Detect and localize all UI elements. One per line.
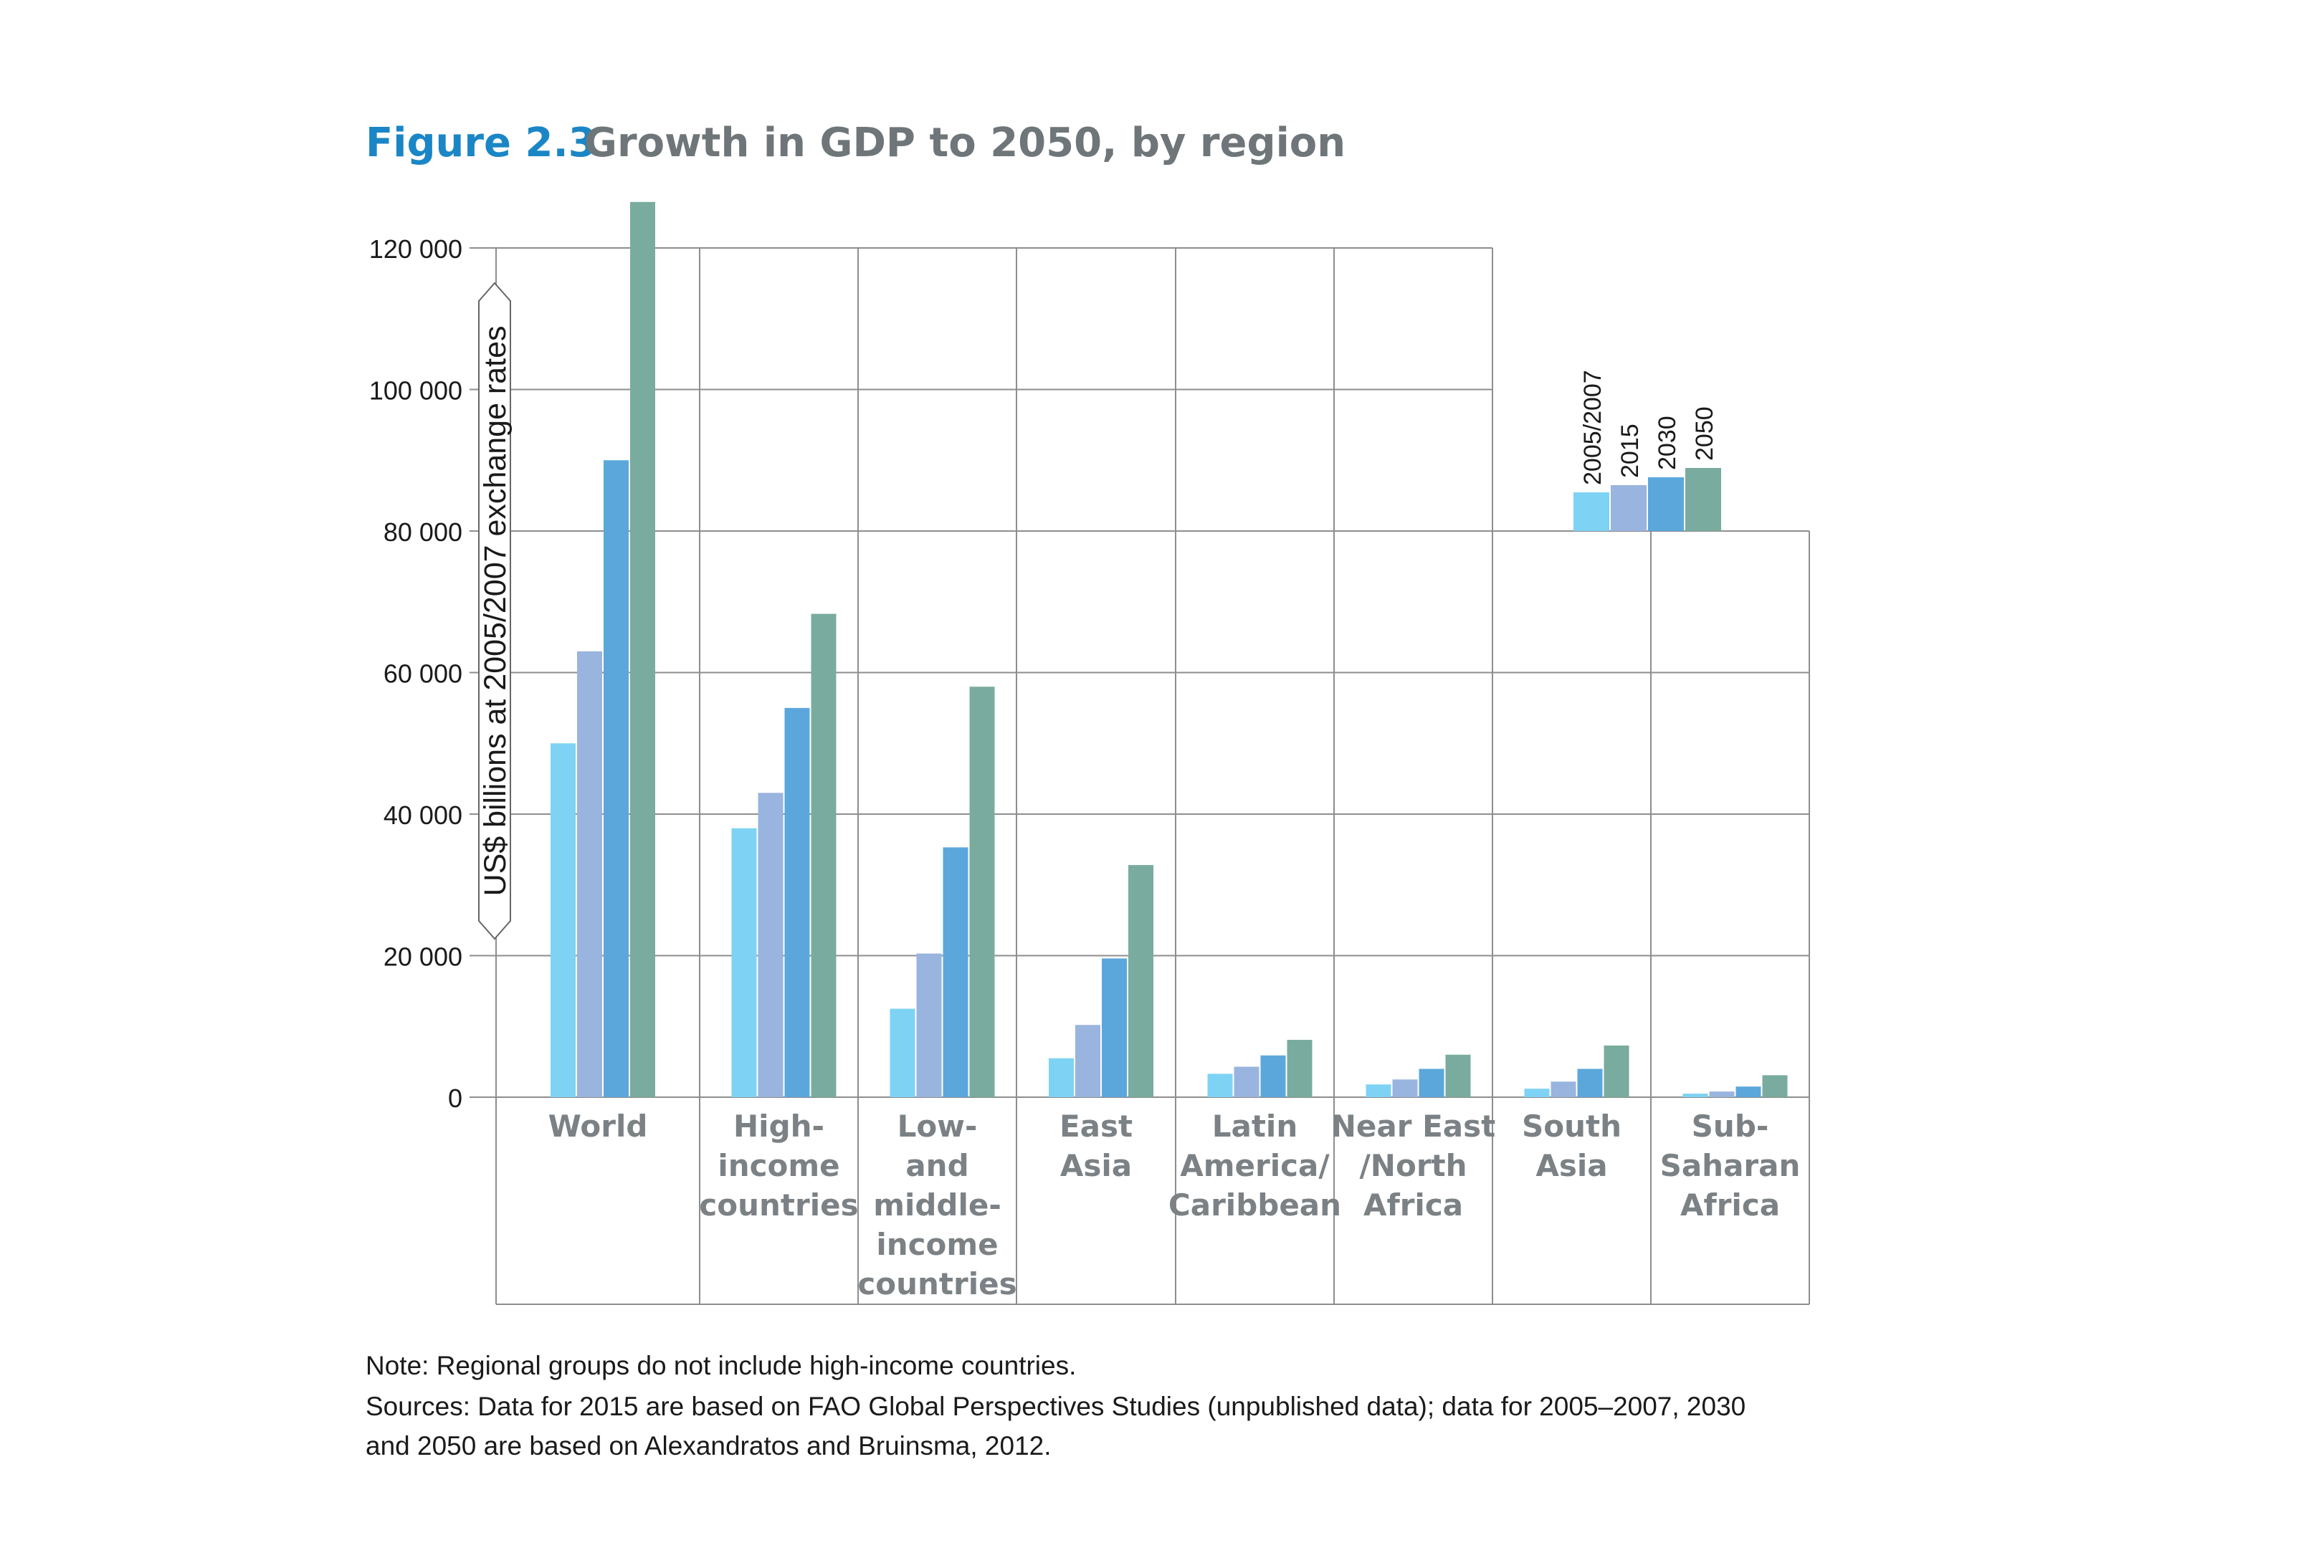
bar-2005-2007-cat5 <box>1366 1084 1391 1097</box>
bar-2005-2007-cat6 <box>1524 1089 1550 1097</box>
bar-2005-2007-cat7 <box>1682 1094 1708 1097</box>
sources-line-1: Sources: Data for 2015 are based on FAO … <box>366 1392 1746 1421</box>
bar-2050-cat5 <box>1445 1054 1471 1097</box>
bar-2050-cat2 <box>969 687 995 1097</box>
y-axis-arrow-frame <box>478 282 511 940</box>
y-tick-label: 120 000 <box>369 234 462 264</box>
bar-2005-2007-cat2 <box>890 1008 915 1097</box>
legend-label: 2005/2007 <box>1579 370 1606 485</box>
bar-2005-2007-cat0 <box>551 743 576 1097</box>
bar-2050-cat7 <box>1762 1075 1788 1097</box>
legend-label: 2050 <box>1691 406 1718 461</box>
y-tick-label: 20 000 <box>384 942 462 972</box>
bar-2030-cat3 <box>1102 958 1127 1097</box>
legend: 2005/2007 2015 2030 2050 <box>1573 370 1721 531</box>
y-axis-label: US$ billions at 2005/2007 exchange rates <box>478 325 513 896</box>
category-label: High-income countries <box>699 1109 858 1223</box>
category-label: South Asia <box>1522 1109 1621 1183</box>
bar-2050-cat3 <box>1128 865 1153 1097</box>
bar-2015-cat7 <box>1709 1091 1735 1097</box>
bar-2005-2007-cat1 <box>731 828 757 1097</box>
bar-2050-cat6 <box>1604 1045 1629 1097</box>
bar-2005-2007-cat4 <box>1207 1074 1233 1097</box>
bar-2030-cat6 <box>1577 1069 1603 1097</box>
y-tick-label: 100 000 <box>369 376 462 406</box>
legend-swatch-2005-2007 <box>1573 492 1609 531</box>
legend-swatch-2050 <box>1685 468 1721 531</box>
category-label: Low-and middle-income countries <box>857 1109 1016 1301</box>
y-axis-ticks: 0 20 000 40 000 60 000 80 000 100 000 120 000 <box>369 234 462 1113</box>
bar-2015-cat4 <box>1234 1066 1259 1097</box>
legend-label: 2030 <box>1654 416 1681 470</box>
figure-number: Figure 2.3 <box>366 120 596 166</box>
bar-2015-cat5 <box>1392 1079 1418 1097</box>
bar-2030-cat0 <box>604 460 629 1097</box>
category-label: Latin America/Caribbean <box>1168 1109 1341 1223</box>
sources-line-2: and 2050 are based on Alexandratos and B… <box>366 1431 1052 1461</box>
category-label: Near East/North Africa <box>1331 1109 1495 1223</box>
bar-2005-2007-cat3 <box>1049 1058 1074 1097</box>
bar-2015-cat1 <box>758 793 784 1097</box>
legend-swatch-2015 <box>1611 485 1647 531</box>
legend-label: 2015 <box>1616 424 1644 478</box>
bar-2015-cat2 <box>916 953 942 1097</box>
category-label: East Asia <box>1059 1109 1133 1183</box>
bar-2030-cat7 <box>1735 1086 1761 1097</box>
bar-2050-cat1 <box>811 613 837 1097</box>
note-line: Note: Regional groups do not include hig… <box>366 1351 1076 1380</box>
y-tick-label: 60 000 <box>384 659 462 689</box>
y-tick-label: 40 000 <box>384 800 462 830</box>
category-label: Sub-Saharan Africa <box>1660 1109 1801 1223</box>
bar-2030-cat1 <box>784 707 810 1097</box>
y-tick-label: 80 000 <box>384 517 462 547</box>
y-axis-label-group: US$ billions at 2005/2007 exchange rates <box>478 282 513 940</box>
legend-swatch-2030 <box>1648 477 1684 531</box>
bar-2050-cat0 <box>630 201 655 1097</box>
chart-grid <box>470 247 1810 1305</box>
chart-bars <box>551 201 1788 1097</box>
figure-title: Growth in GDP to 2050, by region <box>584 120 1346 166</box>
bar-2015-cat0 <box>577 651 602 1097</box>
bar-2015-cat6 <box>1551 1081 1576 1097</box>
bar-2015-cat3 <box>1075 1025 1100 1097</box>
y-tick-label: 0 <box>448 1084 462 1113</box>
bar-2030-cat4 <box>1260 1055 1286 1097</box>
bar-2030-cat2 <box>943 847 968 1097</box>
bar-2030-cat5 <box>1419 1069 1444 1097</box>
bar-2050-cat4 <box>1287 1040 1313 1097</box>
category-label: World <box>548 1109 648 1144</box>
